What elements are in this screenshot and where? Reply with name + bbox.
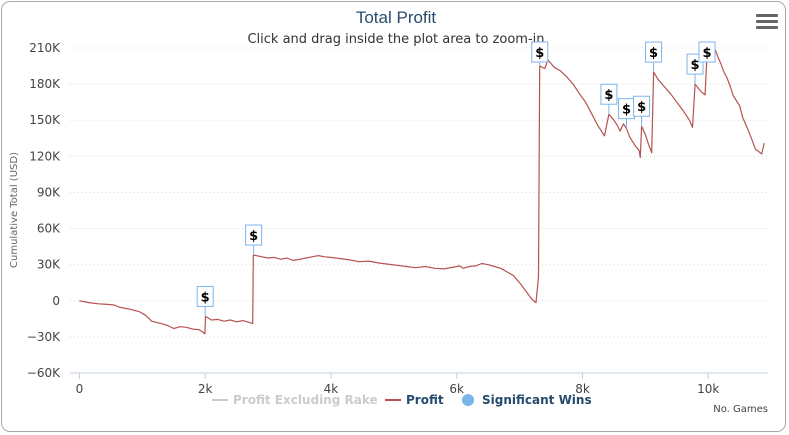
significant-win-marker[interactable]: $ (633, 95, 651, 127)
x-tick-label: 2k (198, 382, 213, 396)
legend[interactable]: Profit Excluding Rake Profit Significant W… (212, 393, 592, 407)
marker-box (633, 95, 651, 117)
y-tick-label: 30K (37, 258, 61, 272)
marker-box (531, 41, 549, 63)
y-axis-title: Cumulative Total (USD) (9, 152, 20, 268)
significant-win-marker[interactable]: $ (600, 83, 618, 115)
dollar-icon: $ (622, 103, 631, 118)
significant-win-marker[interactable]: $ (698, 41, 716, 63)
profit-series (79, 47, 765, 335)
x-tick-label: 6k (449, 382, 464, 396)
significant-win-marker[interactable]: $ (618, 98, 636, 129)
chart-title: Total Profit (356, 8, 437, 27)
y-tick-label: 150K (29, 113, 61, 127)
dollar-icon: $ (201, 290, 210, 305)
x-axis-title: No. Games (713, 404, 768, 415)
significant-win-marker[interactable]: $ (645, 41, 663, 73)
grid-lines (70, 47, 768, 374)
marker-box (645, 41, 663, 63)
legend-item[interactable]: Profit Excluding Rake (212, 393, 378, 407)
legend-item[interactable]: Significant Wins (462, 393, 592, 407)
legend-circle-icon (462, 394, 474, 406)
dollar-icon: $ (702, 46, 711, 61)
significant-win-marker[interactable]: $ (196, 285, 214, 317)
series-line-profit (79, 47, 765, 335)
y-tick-label: 120K (29, 149, 61, 163)
y-tick-label: 60K (37, 222, 61, 236)
chart-subtitle: Click and drag inside the plot area to z… (247, 32, 544, 47)
y-tick-label: 210K (29, 41, 61, 55)
y-tick-label: 90K (37, 185, 61, 199)
legend-label: Profit (406, 393, 444, 407)
dollar-icon: $ (649, 46, 658, 61)
dollar-icon: $ (637, 100, 646, 115)
marker-box (245, 224, 263, 246)
marker-box (698, 41, 716, 63)
dollar-icon: $ (604, 88, 613, 103)
y-axis-ticks: −60K −30K 0 30K 60K 90K 120K 150K 180K 210K (27, 41, 61, 380)
menu-icon[interactable] (756, 14, 778, 32)
significant-win-marker[interactable]: $ (245, 224, 263, 256)
dollar-icon: $ (535, 46, 544, 61)
x-axis-ticks: 0 2k 4k 6k 8k 10k (70, 372, 768, 396)
legend-item[interactable]: Profit (385, 393, 444, 407)
y-tick-label: −30K (27, 330, 61, 344)
y-tick-label: 0 (52, 294, 60, 308)
dollar-icon: $ (691, 58, 700, 73)
legend-label: Significant Wins (482, 393, 592, 407)
significant-win-marker[interactable]: $ (531, 41, 549, 67)
x-tick-label: 10k (697, 382, 719, 396)
y-tick-label: −60K (27, 366, 61, 380)
x-tick-label: 4k (324, 382, 339, 396)
x-tick-label: 8k (575, 382, 590, 396)
y-tick-label: 180K (29, 77, 61, 91)
marker-box (196, 285, 214, 307)
dollar-icon: $ (249, 229, 258, 244)
significant-wins-markers[interactable]: $$$$$ $$$$ (196, 41, 716, 317)
legend-label: Profit Excluding Rake (233, 393, 378, 407)
x-tick-label: 0 (76, 382, 84, 396)
marker-box (600, 83, 618, 105)
